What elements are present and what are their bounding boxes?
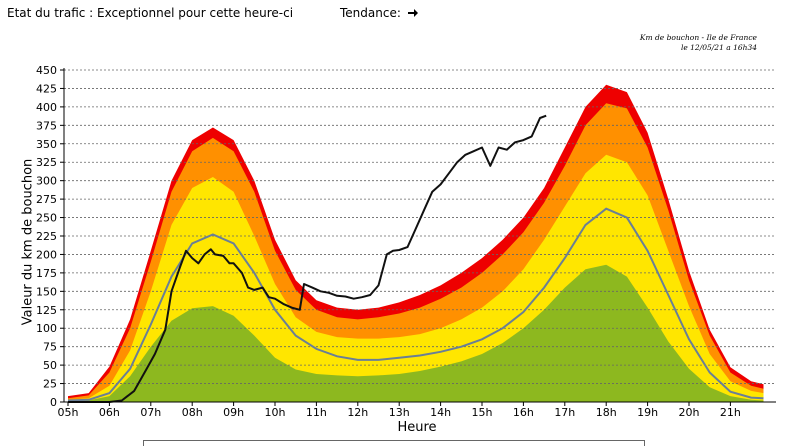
band-green: [68, 264, 764, 402]
y-tick-label: 125: [36, 304, 57, 317]
status-label: Etat du trafic: [7, 6, 86, 20]
today-line: [68, 114, 547, 403]
band-layer: [68, 84, 764, 403]
x-tick-label: 13h: [389, 406, 410, 419]
y-axis-title: Valeur du km de bouchon: [20, 158, 36, 326]
y-tick-label: 200: [36, 248, 57, 261]
series-layer: [67, 114, 764, 403]
x-tick-label: 21h: [720, 406, 741, 419]
x-tick-label: 17h: [554, 406, 575, 419]
x-tick-label: 07h: [140, 406, 161, 419]
y-tick-label: 75: [43, 341, 57, 354]
y-tick-label: 375: [36, 119, 57, 132]
x-tick-label: 08h: [182, 406, 203, 419]
trend-label: Tendance:: [340, 6, 401, 20]
caption-line-1: Km de bouchon - Ile de France: [639, 33, 757, 42]
trend-indicator: Tendance:: [340, 6, 419, 20]
y-tick-label: 50: [43, 359, 57, 372]
y-tick-label: 150: [36, 285, 57, 298]
y-tick-label: 25: [43, 378, 57, 391]
y-tick-label: 175: [36, 267, 57, 280]
x-tick-label: 18h: [596, 406, 617, 419]
y-tick-label: 425: [36, 82, 57, 95]
x-tick-label: 15h: [472, 406, 493, 419]
x-tick-labels: 05h 06h 07h 08h 09h 10h 11h 12h 13h 14h 15h 16h 17h 1…: [58, 406, 741, 419]
x-tick-label: 19h: [637, 406, 658, 419]
x-axis-title: Heure: [397, 420, 437, 435]
y-tick-labels: 0 25 50 75 100 125 150 175 200 225 250 275 300 325 350…: [36, 64, 57, 409]
x-tick-label: 16h: [513, 406, 534, 419]
x-tick-label: 12h: [347, 406, 368, 419]
y-tick-label: 400: [36, 101, 57, 114]
x-tick-label: 10h: [265, 406, 286, 419]
status-separator: :: [85, 6, 98, 20]
status-value: Exceptionnel pour cette heure-ci: [97, 6, 294, 20]
x-tick-label: 05h: [58, 406, 79, 419]
arrow-right-icon: [407, 9, 418, 17]
chart-caption: Km de bouchon - Ile de France le 12/05/2…: [640, 33, 757, 53]
x-tick-label: 20h: [679, 406, 700, 419]
y-tick-label: 350: [36, 138, 57, 151]
legend-box: [143, 440, 645, 446]
y-tick-label: 0: [50, 396, 57, 409]
y-tick-label: 100: [36, 322, 57, 335]
traffic-status: Etat du trafic : Exceptionnel pour cette…: [7, 6, 293, 20]
axis-layer: [60, 68, 776, 406]
y-tick-label: 250: [36, 212, 57, 225]
x-tick-label: 09h: [223, 406, 244, 419]
y-tick-label: 300: [36, 175, 57, 188]
y-tick-label: 225: [36, 230, 57, 243]
x-tick-label: 06h: [99, 406, 120, 419]
x-tick-label: 14h: [430, 406, 451, 419]
caption-line-2: le 12/05/21 a 16h34: [680, 43, 757, 52]
y-tick-label: 275: [36, 193, 57, 206]
y-tick-label: 325: [36, 156, 57, 169]
x-tick-label: 11h: [306, 406, 327, 419]
y-tick-label: 450: [36, 64, 57, 77]
